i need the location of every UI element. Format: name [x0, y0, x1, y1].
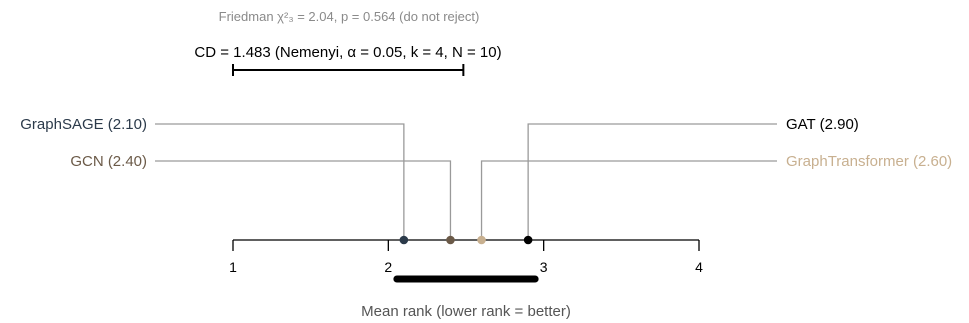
tick-label-3: 3 [540, 259, 548, 275]
connector-graphtransformer [480, 160, 777, 240]
rank-marker-gat [523, 235, 533, 245]
method-label-gcn: GCN (2.40) [70, 153, 147, 170]
method-label-gat: GAT (2.90) [786, 116, 859, 133]
rank-marker-graphsage [399, 235, 409, 245]
rank-marker-gcn [446, 235, 455, 245]
critical-difference-bar [232, 64, 465, 76]
rank-markers [399, 235, 533, 245]
connector-gcn [155, 160, 452, 240]
x-axis-title: Mean rank (lower rank = better) [361, 303, 571, 320]
tick-label-2: 2 [384, 259, 392, 275]
friedman-test-annotation: Friedman χ²₃ = 2.04, p = 0.564 (do not r… [219, 9, 480, 24]
tick-label-4: 4 [695, 259, 703, 275]
rank-marker-graphtransformer [477, 235, 486, 245]
connector-graphsage [155, 123, 405, 240]
tick-label-1: 1 [229, 259, 237, 275]
method-labels: GraphSAGE (2.10) GCN (2.40) GraphTransform… [20, 116, 952, 170]
method-label-graphtransformer: GraphTransformer (2.60) [786, 153, 952, 170]
rank-axis: 1 2 3 4 [229, 239, 703, 275]
method-label-graphsage: GraphSAGE (2.10) [20, 116, 147, 133]
connector-gat [527, 123, 777, 240]
label-connectors [155, 123, 777, 240]
critical-difference-label: CD = 1.483 (Nemenyi, α = 0.05, k = 4, N … [194, 44, 501, 61]
